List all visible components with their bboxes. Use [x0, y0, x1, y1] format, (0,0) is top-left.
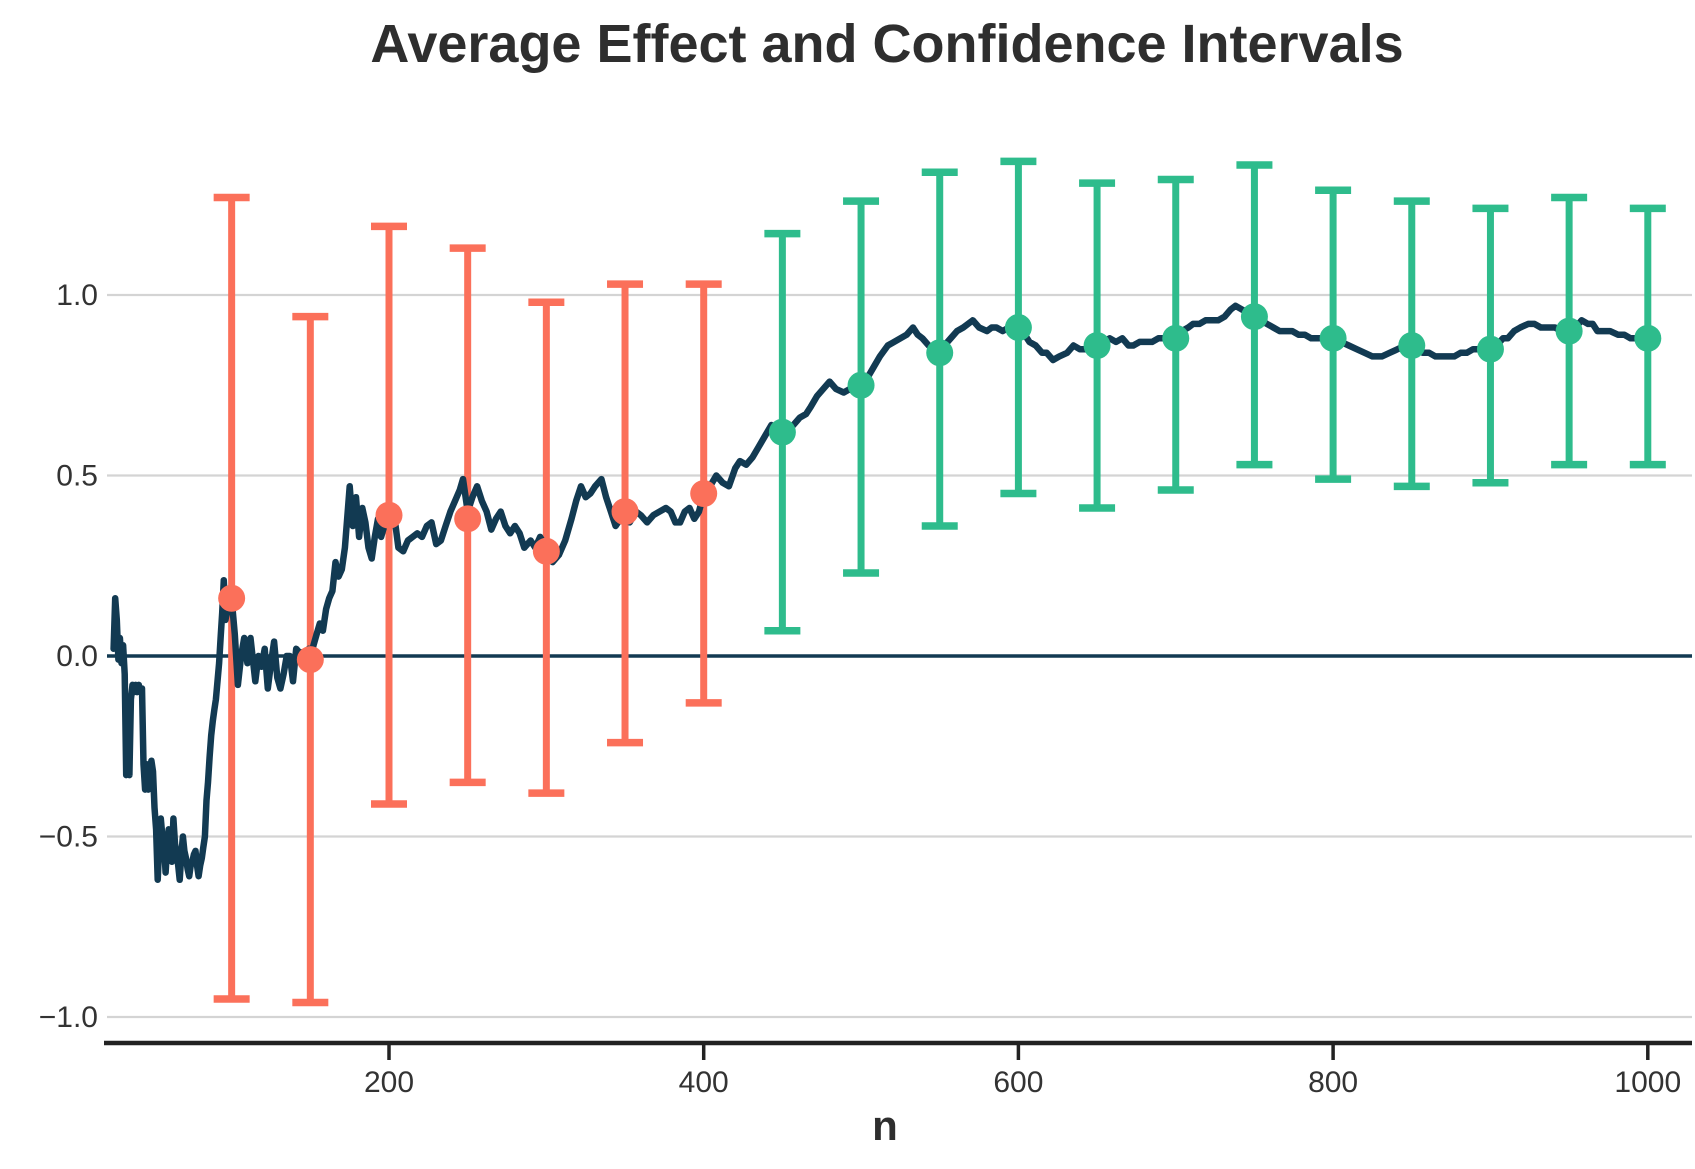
mean-effect-point: [847, 371, 875, 399]
y-tick-label: −1.0: [39, 1001, 98, 1034]
mean-effect-point: [690, 480, 718, 508]
x-tick-label: 1000: [1614, 1066, 1681, 1099]
mean-effect-point: [1083, 332, 1111, 360]
mean-effect-point: [1398, 332, 1426, 360]
data-points-layer: [218, 303, 1662, 674]
x-tick-label: 800: [1308, 1066, 1358, 1099]
mean-effect-point: [296, 646, 324, 674]
mean-effect-point: [1240, 303, 1268, 331]
mean-effect-point: [532, 537, 560, 565]
mean-effect-point: [218, 584, 246, 612]
y-tick-label: −0.5: [39, 821, 98, 854]
mean-effect-point: [454, 505, 482, 533]
mean-effect-point: [375, 501, 403, 529]
y-tick-label: 1.0: [56, 279, 98, 312]
error-bars-layer: [213, 157, 1666, 1007]
x-axis-title: n: [872, 1102, 898, 1149]
y-tick-label: 0.0: [56, 640, 98, 673]
mean-effect-point: [1162, 324, 1190, 352]
axes-layer: 1.0 0.5 0.0 −0.5 −1.0 200 400 600 800 1000: [39, 279, 1692, 1099]
x-tick-label: 600: [993, 1066, 1043, 1099]
mean-effect-point: [1476, 335, 1504, 363]
y-tick-label: 0.5: [56, 460, 98, 493]
mean-effect-point: [1634, 324, 1662, 352]
mean-effect-point: [1319, 324, 1347, 352]
chart-title: Average Effect and Confidence Intervals: [370, 14, 1403, 74]
data-line-layer: [110, 302, 1652, 884]
average-effect-line: [110, 302, 1652, 884]
mean-effect-point: [1004, 313, 1032, 341]
x-tick-label: 200: [364, 1066, 414, 1099]
gridlines-layer: [107, 293, 1692, 1019]
mean-effect-point: [1555, 317, 1583, 345]
x-tick-label: 400: [679, 1066, 729, 1099]
mean-effect-point: [611, 498, 639, 526]
mean-effect-point: [926, 339, 954, 367]
mean-effect-point: [768, 418, 796, 446]
